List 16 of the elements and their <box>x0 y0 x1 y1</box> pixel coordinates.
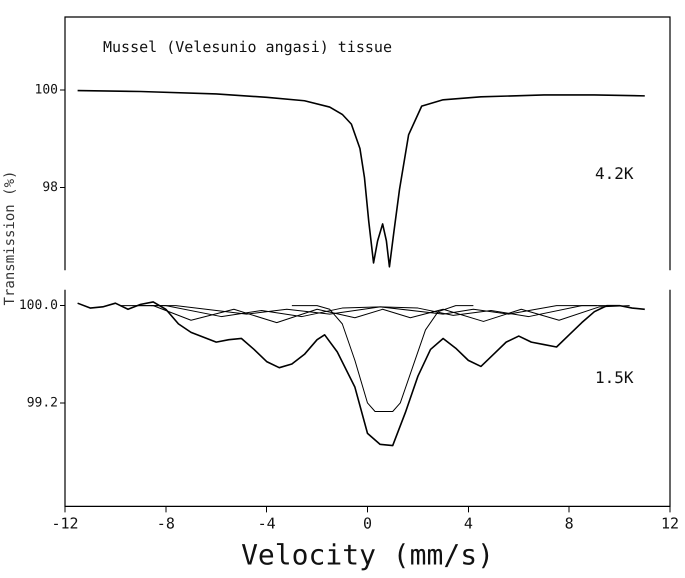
x-tick-label: 4 <box>464 514 473 532</box>
y-tick-label: 100 <box>34 82 58 98</box>
x-tick-label: 12 <box>660 514 680 532</box>
x-tick-label: 0 <box>362 514 372 532</box>
x-tick-label: -12 <box>51 514 79 532</box>
text: 4.2K <box>595 164 634 184</box>
x-tick-label: -4 <box>258 514 276 532</box>
y-tick-label: 100.0 <box>18 298 58 313</box>
y-tick-label: 98 <box>42 180 58 195</box>
y-axis-title: Transmission (%) <box>2 170 18 308</box>
x-tick-label: 8 <box>564 514 574 532</box>
text: 1.5K <box>595 368 634 387</box>
x-axis-title: Velocity (mm/s) <box>241 538 494 572</box>
x-tick-label: -8 <box>156 514 175 532</box>
y-tick-label: 99.2 <box>26 395 58 410</box>
text: Mussel (Velesunio angasi) tissue <box>103 38 392 56</box>
